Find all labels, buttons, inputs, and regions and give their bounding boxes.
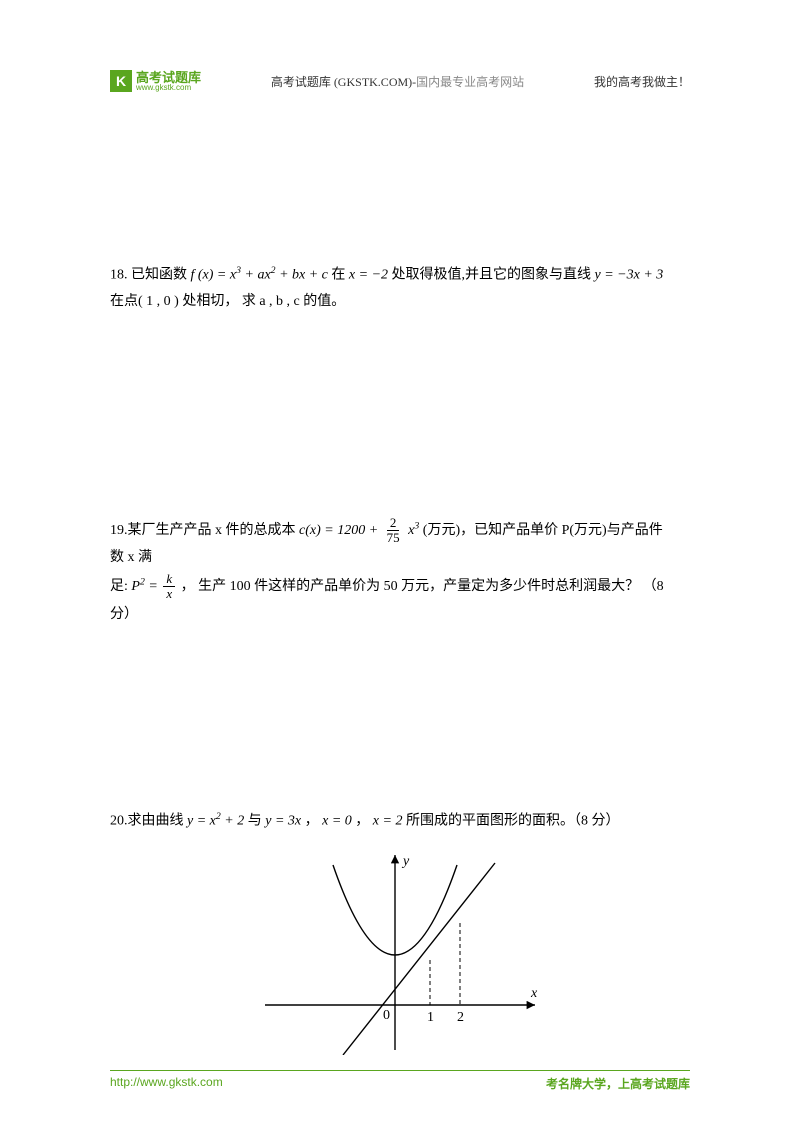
p19-frac1: 2 75 (384, 516, 403, 546)
page-footer: http://www.gkstk.com 考名牌大学，上高考试题库 (110, 1070, 690, 1092)
p20-eq1-exp: 2 (216, 811, 221, 822)
problem-18: 18. 已知函数 f (x) = x3 + ax2 + bx + c 在 x =… (110, 262, 690, 316)
problem-19: 19.某厂生产产品 x 件的总成本 c(x) = 1200 + 2 75 x3 … (110, 516, 690, 628)
p20-tail: 所围成的平面图形的面积。（8 分） (406, 814, 620, 829)
p19-line2a: 数 x 满 (110, 550, 152, 565)
p18-xeq: x = −2 (349, 268, 388, 283)
p19-frac2: k x (163, 572, 175, 602)
svg-text:x: x (530, 986, 538, 1001)
p20-eq2: y = 3x (265, 814, 301, 829)
header-mid-black: 高考试题库 (GKSTK.COM)- (271, 75, 416, 89)
p18-exp3: 3 (236, 265, 241, 276)
p19-eq: = (148, 579, 161, 594)
p19-line4: 分） (110, 607, 138, 622)
p20-t1: 求由曲线 (128, 814, 188, 829)
logo-text-block: 高考试题库 www.gkstk.com (136, 71, 201, 92)
p19-p2: P (131, 579, 140, 594)
p20-num: 20. (110, 814, 128, 829)
header-mid-gray: 国内最专业高考网站 (416, 75, 524, 89)
p19-line3a: 足: (110, 579, 131, 594)
p20-plus2: + 2 (224, 814, 244, 829)
logo: K 高考试题库 www.gkstk.com (110, 70, 201, 92)
content-body: 18. 已知函数 f (x) = x3 + ax2 + bx + c 在 x =… (110, 262, 690, 1055)
p19-frac2-num: k (163, 572, 175, 587)
logo-icon: K (110, 70, 132, 92)
p18-exp2: 2 (271, 265, 276, 276)
area-chart: 0 1 2 x y (255, 845, 545, 1055)
p18-bxc: + bx + c (279, 268, 328, 283)
p18-fx: f (x) = x (191, 268, 237, 283)
p18-line2: 在点( 1 , 0 ) 处相切， 求 a , b , c 的值。 (110, 294, 345, 309)
p18-num: 18. (110, 268, 128, 283)
logo-url: www.gkstk.com (136, 84, 201, 92)
p19-t1: 某厂生产产品 x 件的总成本 (128, 523, 300, 538)
p19-exp3: 3 (414, 520, 419, 531)
p20-eq3: x = 0 (322, 814, 352, 829)
chart-container: 0 1 2 x y (110, 845, 690, 1055)
p20-and: 与 (248, 814, 266, 829)
p19-num: 19. (110, 523, 128, 538)
header-mid: 高考试题库 (GKSTK.COM)-国内最专业高考网站 (271, 73, 524, 90)
p19-p2-exp: 2 (140, 576, 145, 587)
p20-comma2: ， (355, 814, 373, 829)
svg-text:0: 0 (383, 1008, 390, 1023)
p19-frac1-num: 2 (387, 516, 400, 531)
p19-t2: (万元)，已知产品单价 P(万元)与产品件 (423, 523, 663, 538)
page-header: K 高考试题库 www.gkstk.com 高考试题库 (GKSTK.COM)-… (110, 70, 690, 92)
svg-text:1: 1 (427, 1010, 434, 1025)
p20-eq1: y = x (187, 814, 216, 829)
p19-t3: ， 生产 100 件这样的产品单价为 50 万元，产量定为多少件时总利润最大？ … (181, 579, 664, 594)
p18-mid: 在 (331, 268, 349, 283)
svg-text:2: 2 (457, 1010, 464, 1025)
p18-yeq: y = −3x + 3 (595, 268, 664, 283)
page-container: K 高考试题库 www.gkstk.com 高考试题库 (GKSTK.COM)-… (0, 0, 800, 1132)
p20-comma: ， (305, 814, 323, 829)
header-right: 我的高考我做主！ (594, 73, 690, 90)
p18-mid2: 处取得极值,并且它的图象与直线 (392, 268, 595, 283)
svg-text:y: y (401, 854, 410, 869)
footer-left: http://www.gkstk.com (110, 1075, 223, 1092)
logo-cn: 高考试题库 (136, 71, 201, 84)
p19-frac1-den: 75 (384, 531, 403, 545)
problem-20: 20.求由曲线 y = x2 + 2 与 y = 3x ， x = 0 ， x … (110, 808, 690, 1055)
p19-cx: c(x) = 1200 + (299, 523, 382, 538)
p20-eq4: x = 2 (373, 814, 403, 829)
p18-pre: 已知函数 (131, 268, 191, 283)
p19-frac2-den: x (163, 587, 175, 601)
p18-ax: + ax (245, 268, 271, 283)
footer-row: http://www.gkstk.com 考名牌大学，上高考试题库 (110, 1075, 690, 1092)
footer-line (110, 1070, 690, 1071)
footer-right: 考名牌大学，上高考试题库 (546, 1075, 690, 1092)
